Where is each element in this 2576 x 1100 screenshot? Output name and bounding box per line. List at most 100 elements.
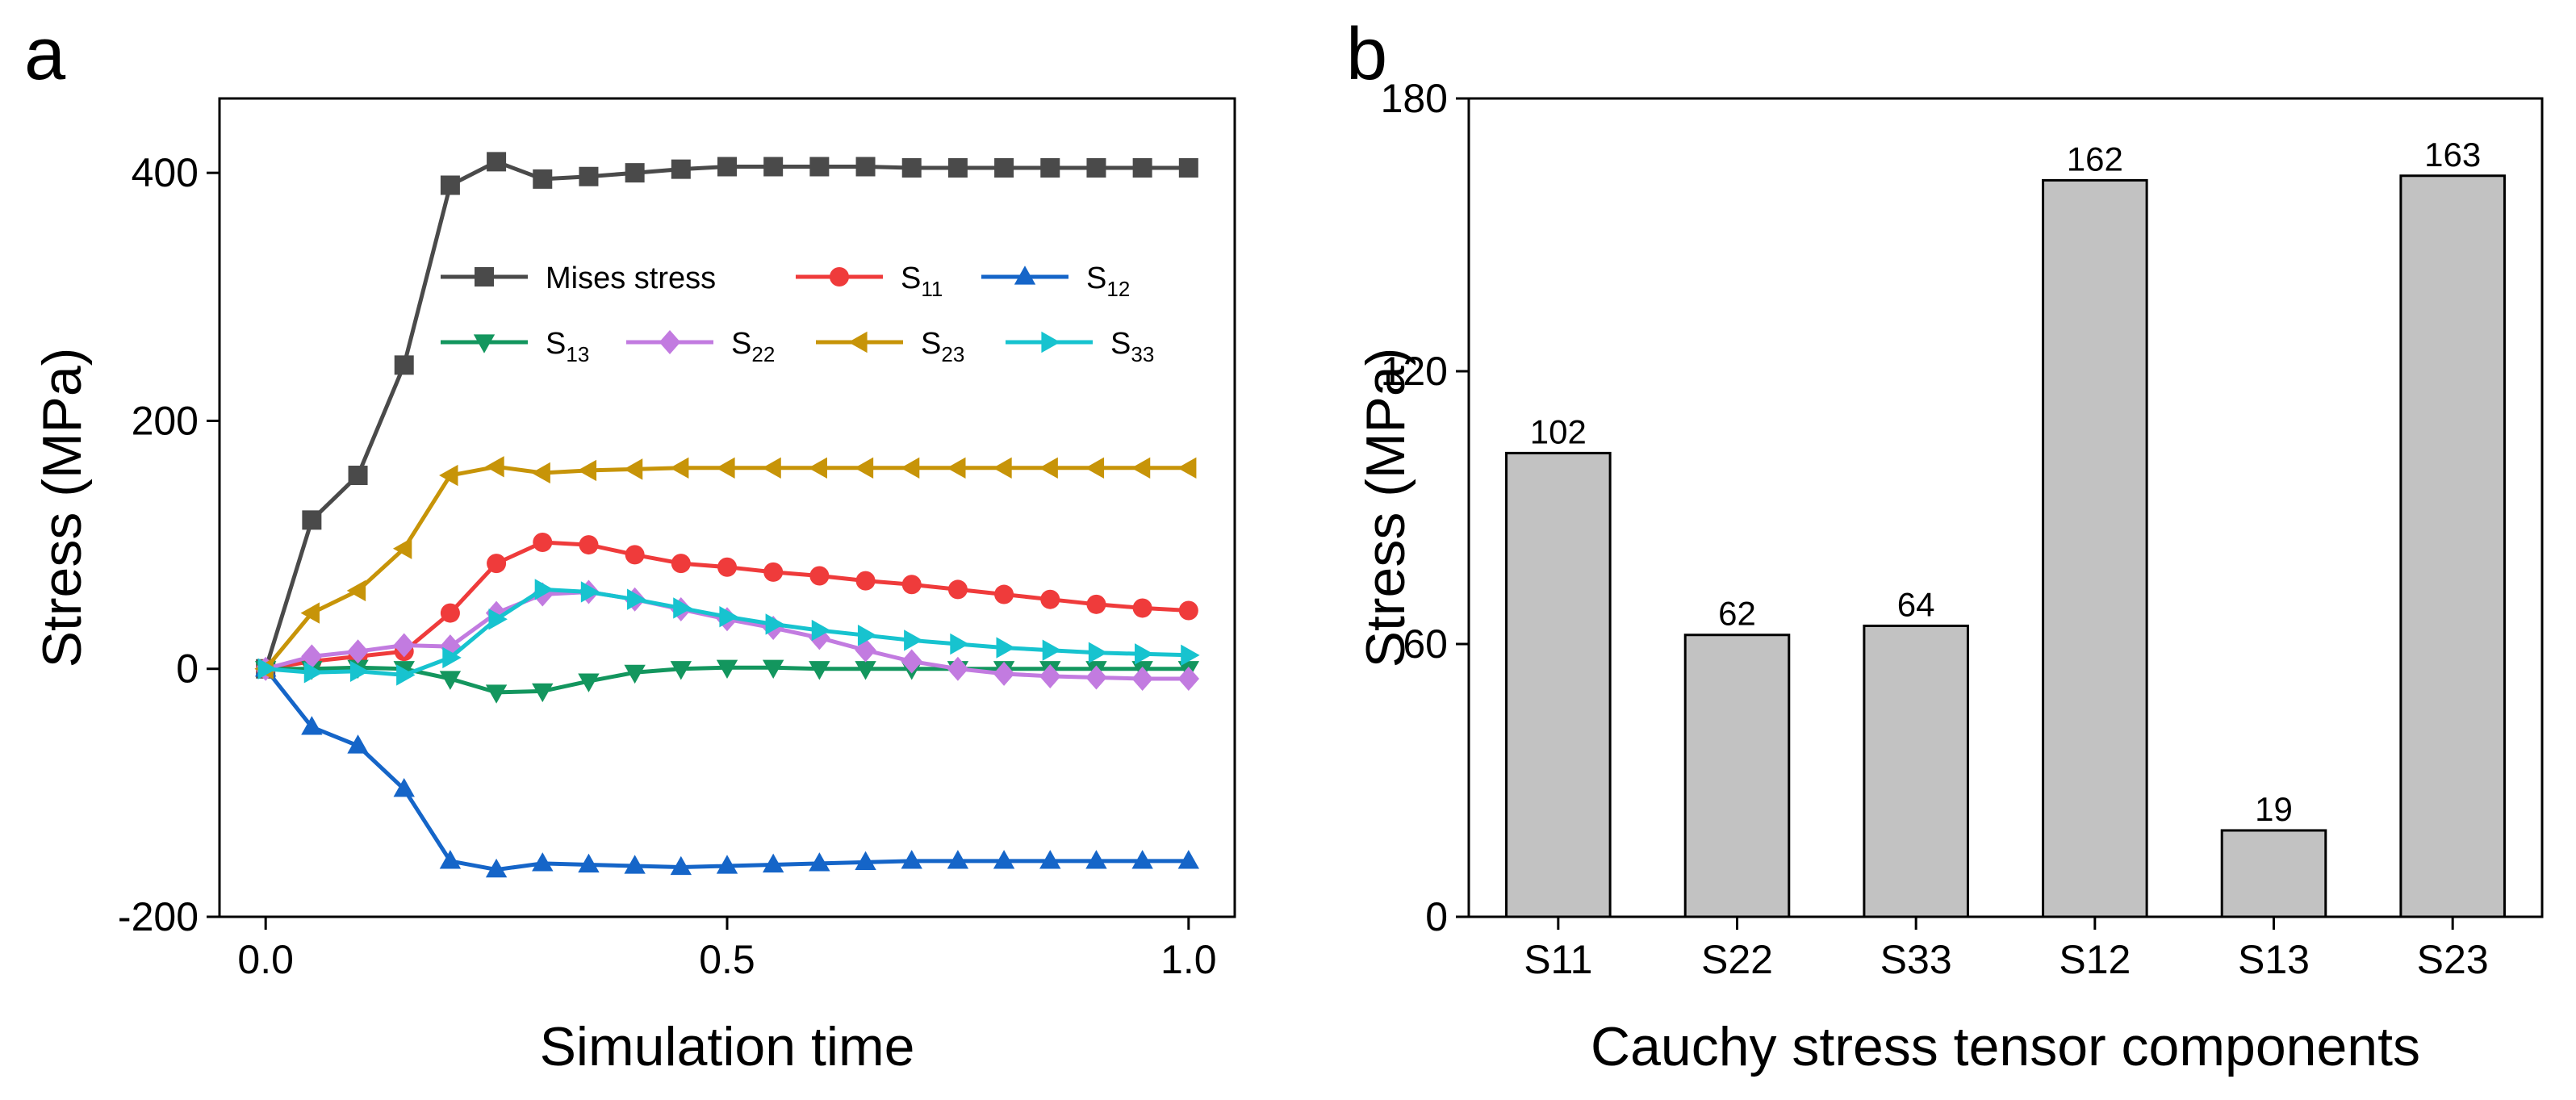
data-point xyxy=(1088,642,1108,663)
data-point xyxy=(762,659,784,679)
data-point xyxy=(950,633,969,655)
legend-label: S23 xyxy=(921,327,964,366)
data-point xyxy=(396,664,416,686)
data-point xyxy=(854,457,874,479)
data-point xyxy=(1039,850,1061,869)
plot-frame-a xyxy=(218,97,1236,918)
data-point xyxy=(809,852,830,872)
data-label: 102 xyxy=(1530,412,1587,450)
data-point xyxy=(440,603,460,623)
data-point xyxy=(625,545,645,565)
plot-area-b: 102 S11 62 S22 64 S33 162 S12 19 S13 163 S23 0 60 120 1… xyxy=(1381,76,2544,982)
data-point xyxy=(439,850,462,869)
data-point xyxy=(901,158,922,178)
data-point xyxy=(347,734,369,754)
data-point xyxy=(857,625,877,646)
data-point xyxy=(716,855,738,874)
panel-label-b: b xyxy=(1346,13,1387,95)
data-point xyxy=(303,662,324,684)
legend-label: S11 xyxy=(901,261,943,301)
legend-label: S33 xyxy=(1110,327,1154,366)
data-point xyxy=(670,855,692,876)
data-point xyxy=(900,457,920,479)
legend-marker xyxy=(830,267,849,287)
panel-a: a 0.0 0.5 1.0 -200 0 200 400 Simulation time S… xyxy=(24,13,1236,1077)
y-tick-label-a: 200 xyxy=(132,398,199,443)
data-point xyxy=(993,457,1012,479)
data-point xyxy=(625,163,645,183)
legend-marker xyxy=(1014,266,1036,285)
data-point xyxy=(300,602,320,624)
data-point xyxy=(1085,850,1107,869)
y-tick-label-b: 60 xyxy=(1403,621,1448,667)
data-point xyxy=(1132,158,1152,178)
legend-item: S12 xyxy=(981,261,1130,301)
data-point xyxy=(347,639,369,664)
data-point xyxy=(717,157,737,177)
legend-item: Mises stress xyxy=(441,261,716,295)
data-point xyxy=(1086,594,1106,614)
data-point xyxy=(765,613,784,635)
data-point xyxy=(579,166,599,186)
data-point xyxy=(762,853,784,873)
data-point xyxy=(855,851,876,870)
x-tick-label-b: S33 xyxy=(1880,937,1952,982)
bar-s12 xyxy=(2042,178,2148,918)
panel-label-a: a xyxy=(24,13,66,95)
y-tick-label-b: 0 xyxy=(1425,894,1448,939)
data-label: 19 xyxy=(2255,790,2293,828)
data-point xyxy=(808,457,827,479)
legend-label: S13 xyxy=(546,327,589,366)
data-point xyxy=(904,629,923,651)
data-point xyxy=(1131,667,1153,692)
data-point xyxy=(485,684,508,704)
data-point xyxy=(301,716,323,735)
data-point xyxy=(624,664,646,684)
data-point xyxy=(534,579,554,600)
data-point xyxy=(673,597,692,619)
data-point xyxy=(1085,665,1107,690)
data-point xyxy=(579,535,599,555)
data-point xyxy=(1086,158,1106,178)
data-point xyxy=(855,661,876,680)
data-point xyxy=(901,649,922,674)
data-point xyxy=(947,656,969,681)
data-label: 62 xyxy=(1718,595,1756,633)
data-point xyxy=(994,584,1014,604)
data-point xyxy=(947,850,969,869)
data-label: 163 xyxy=(2424,136,2481,174)
data-point xyxy=(716,457,735,479)
data-point xyxy=(485,456,504,478)
data-point xyxy=(1178,158,1198,178)
data-point xyxy=(533,533,553,553)
data-point xyxy=(993,850,1015,869)
data-point xyxy=(393,633,415,658)
series-s12 xyxy=(254,657,1200,878)
legend-marker xyxy=(473,334,496,353)
data-point xyxy=(578,673,600,692)
data-point xyxy=(901,575,922,595)
data-point xyxy=(994,158,1014,178)
legend-item: S23 xyxy=(816,327,964,366)
data-point xyxy=(1042,639,1062,661)
data-point xyxy=(762,457,781,479)
data-point xyxy=(716,659,738,679)
data-point xyxy=(439,671,462,690)
y-tick-label-b: 180 xyxy=(1381,76,1448,121)
data-point xyxy=(1181,644,1200,667)
data-point xyxy=(809,157,830,177)
data-label: 162 xyxy=(2067,140,2123,178)
data-point xyxy=(1178,600,1198,621)
data-point xyxy=(439,464,458,487)
legend-marker xyxy=(848,331,868,353)
x-tick-label-b: S11 xyxy=(1524,937,1592,982)
legend-item: S11 xyxy=(796,261,943,301)
data-point xyxy=(1040,158,1060,178)
data-point xyxy=(670,457,689,479)
data-point xyxy=(348,466,368,486)
x-tick-label-b: S23 xyxy=(2417,937,2489,982)
data-point xyxy=(1132,598,1152,618)
data-point xyxy=(577,459,597,482)
data-point xyxy=(993,661,1015,686)
data-point xyxy=(671,554,691,574)
